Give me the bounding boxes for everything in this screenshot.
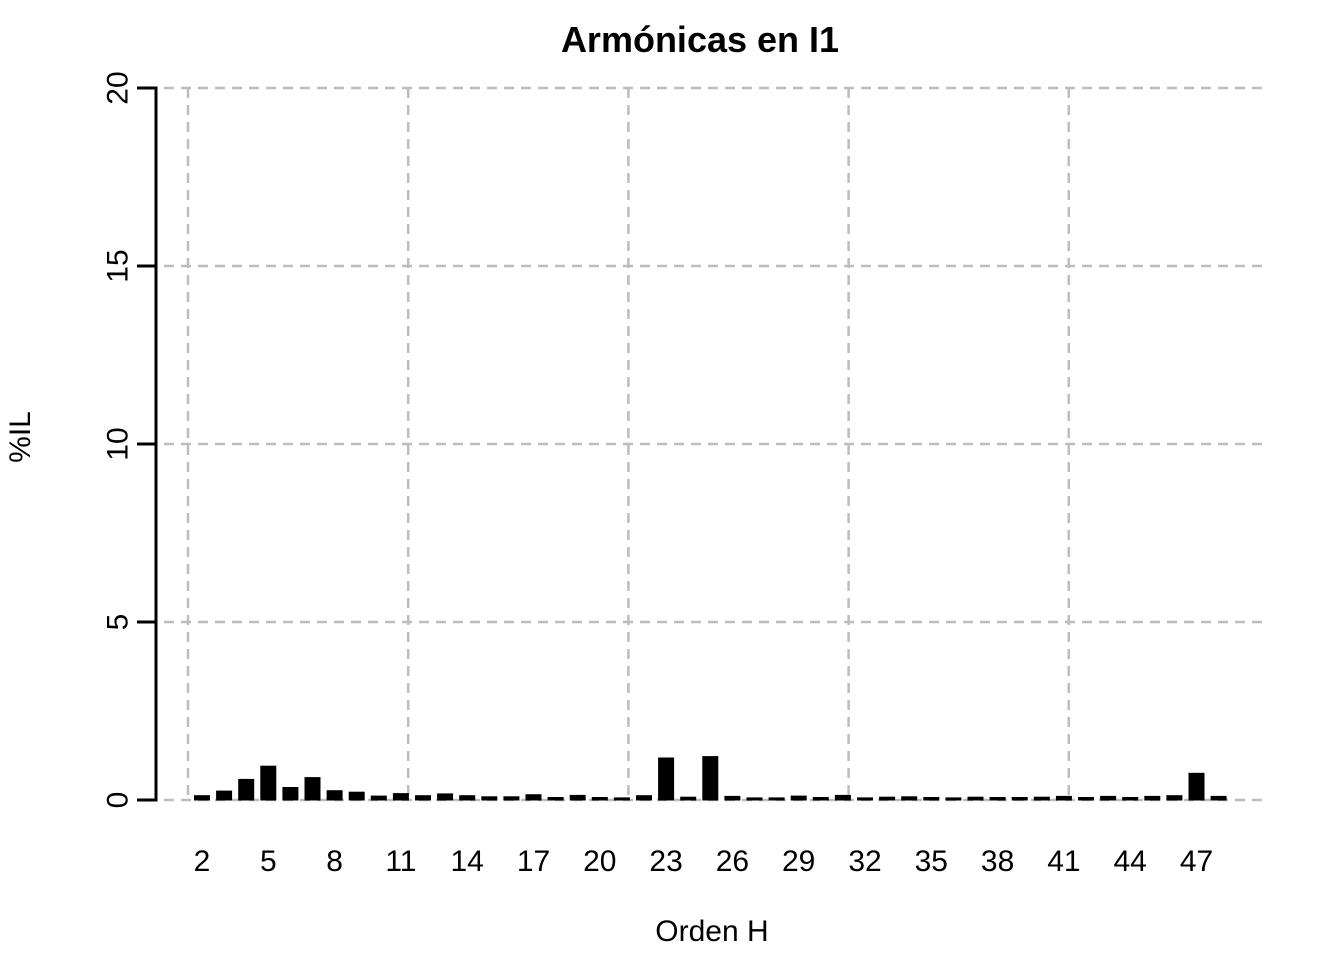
x-axis-tick-labels: 2 5 8 11 14 17 20 23 26 29 32 35 38 41 44 47: [194, 845, 1214, 878]
bar-h41: [1055, 795, 1072, 801]
bar-h30: [812, 797, 829, 801]
x-tick-label-44: 44: [1114, 845, 1147, 878]
x-tick-label-23: 23: [649, 845, 682, 878]
y-tick-label-20: 20: [102, 71, 135, 104]
y-tick-label-15: 15: [102, 249, 135, 282]
bar-h36: [945, 797, 962, 801]
bar-h11: [392, 793, 409, 801]
bar-h22: [636, 795, 652, 801]
y-tick-label-0: 0: [102, 792, 135, 809]
x-tick-label-35: 35: [915, 845, 948, 878]
x-tick-label-26: 26: [716, 845, 749, 878]
x-tick-label-8: 8: [326, 845, 343, 878]
bar-h32: [857, 797, 873, 801]
x-tick-label-14: 14: [451, 845, 484, 878]
bar-h46: [1166, 795, 1183, 801]
x-tick-label-32: 32: [848, 845, 881, 878]
x-tick-label-38: 38: [981, 845, 1014, 878]
bar-h24: [680, 796, 697, 801]
bar-h40: [1033, 796, 1050, 801]
bar-h28: [768, 797, 785, 801]
bar-h45: [1144, 795, 1161, 801]
bar-h18: [547, 797, 564, 801]
bar-h37: [967, 796, 984, 801]
bar-h2: [194, 795, 210, 801]
bar-h27: [746, 797, 763, 801]
bar-h42: [1078, 797, 1094, 801]
y-tick-label-5: 5: [102, 614, 135, 631]
bar-h43: [1100, 795, 1117, 801]
bar-h5: [260, 765, 277, 801]
bar-h21: [613, 797, 630, 801]
bar-h47: [1188, 772, 1205, 801]
bar-h19: [569, 794, 586, 801]
gridlines: [164, 86, 1262, 802]
bar-h25: [702, 756, 719, 801]
bar-h12: [415, 795, 431, 801]
x-tick-label-11: 11: [385, 845, 416, 878]
bar-h15: [481, 796, 498, 801]
bar-h8: [326, 790, 343, 801]
x-tick-label-41: 41: [1047, 845, 1080, 878]
bar-h48: [1210, 795, 1227, 801]
x-tick-label-29: 29: [782, 845, 815, 878]
x-tick-label-20: 20: [583, 845, 616, 878]
bar-h9: [348, 791, 365, 801]
x-tick-label-17: 17: [517, 845, 550, 878]
bar-h38: [989, 797, 1006, 801]
bar-series: [194, 756, 1227, 801]
bar-h10: [370, 795, 387, 801]
bar-h4: [238, 778, 255, 801]
x-tick-label-5: 5: [260, 845, 277, 878]
y-axis-title: %IL: [4, 411, 37, 463]
chart-title: Armónicas en I1: [561, 19, 839, 60]
bar-h23: [658, 757, 675, 801]
bar-h33: [879, 796, 896, 801]
bar-h31: [834, 794, 851, 801]
bar-h13: [437, 793, 454, 801]
bar-h6: [282, 787, 299, 801]
bar-h34: [901, 796, 918, 801]
bar-h26: [724, 795, 741, 801]
bar-h29: [790, 795, 807, 801]
bar-h7: [304, 777, 321, 801]
y-axis: 0 5 10 15 20: [102, 71, 158, 809]
bar-h14: [459, 795, 476, 801]
bar-h16: [503, 796, 520, 801]
x-tick-label-47: 47: [1180, 845, 1213, 878]
y-tick-label-10: 10: [102, 427, 135, 460]
bar-h17: [525, 794, 542, 801]
bar-h39: [1011, 797, 1028, 801]
x-axis-title: Orden H: [655, 915, 768, 948]
bar-h35: [923, 797, 940, 801]
bar-h20: [591, 797, 608, 801]
x-tick-label-2: 2: [194, 845, 211, 878]
bar-h44: [1122, 797, 1139, 801]
bar-h3: [216, 790, 233, 801]
